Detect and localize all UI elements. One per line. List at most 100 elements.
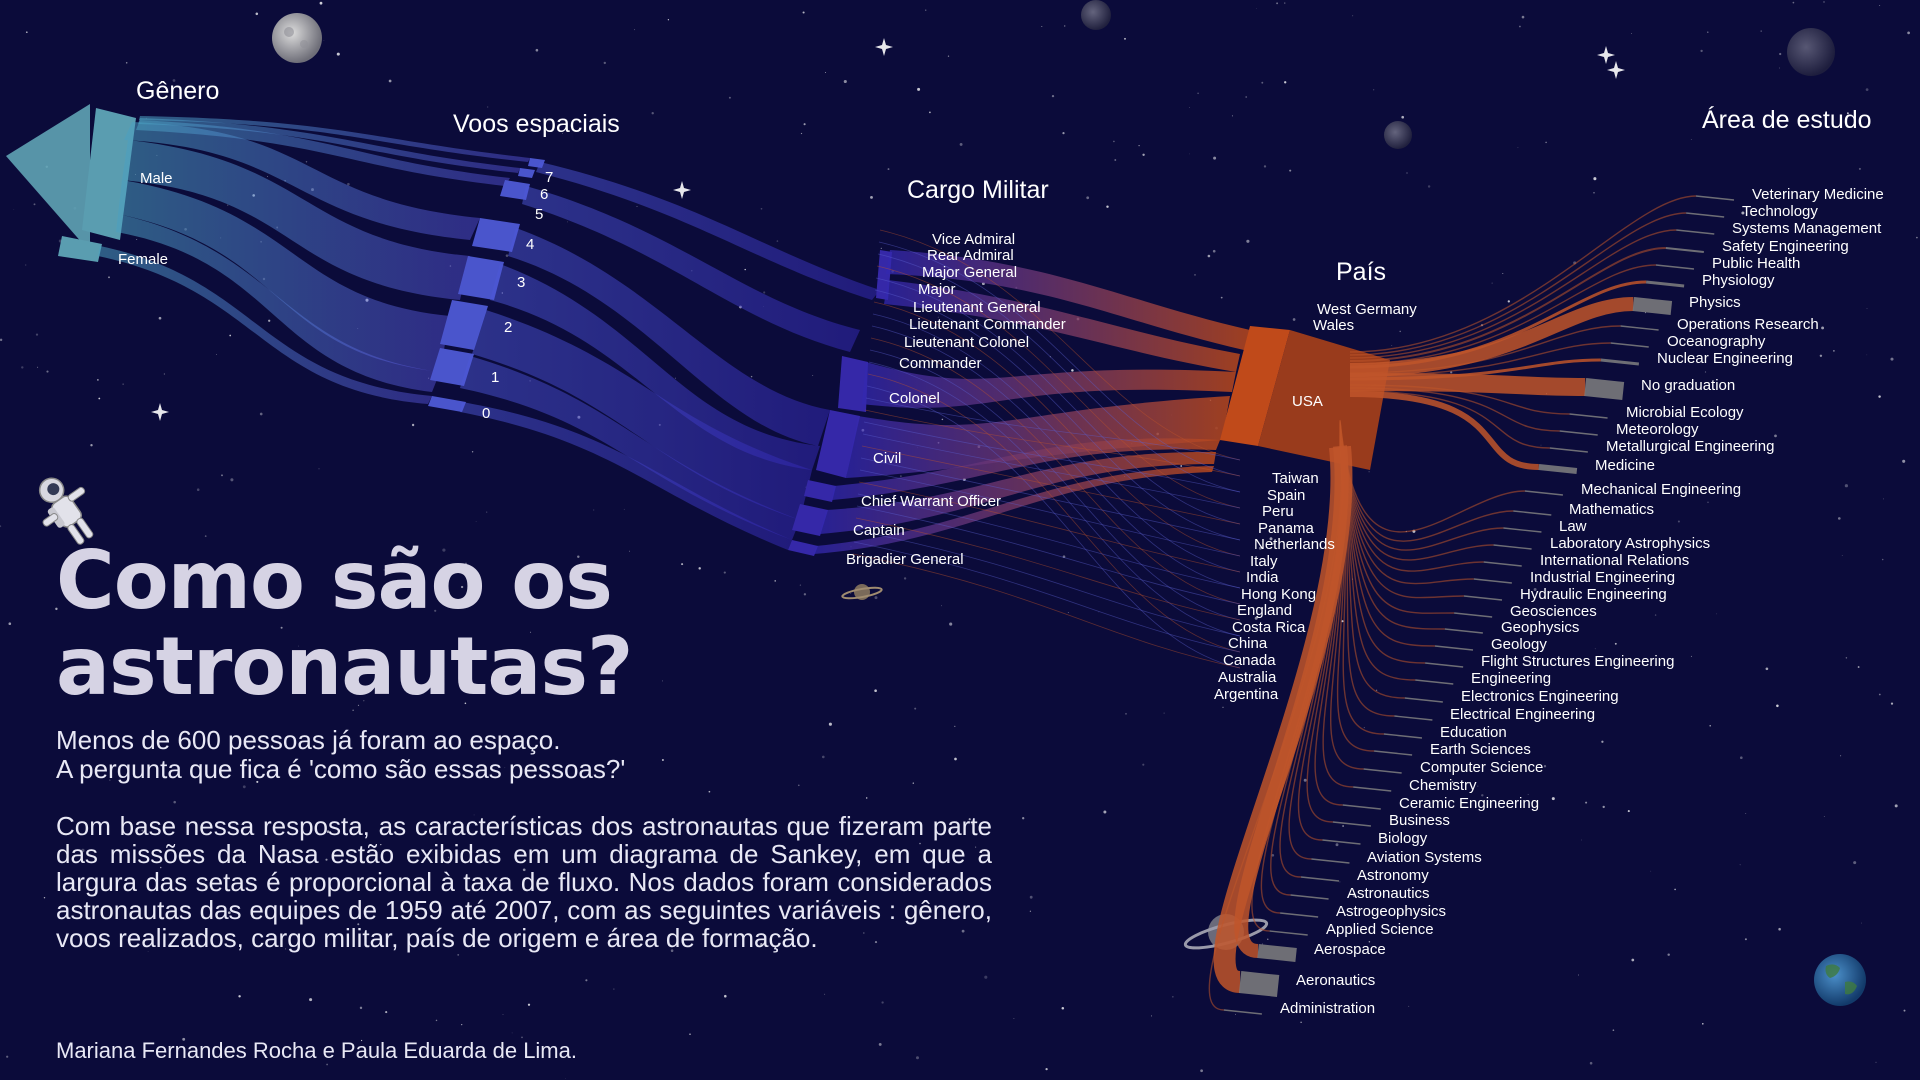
- star-icon: [357, 704, 360, 707]
- country-label: Netherlands: [1254, 536, 1335, 553]
- gender-label-female: Female: [118, 251, 169, 268]
- star-icon: [947, 55, 950, 57]
- star-icon: [841, 904, 844, 907]
- star-icon: [1029, 910, 1032, 912]
- study-area-label: Aviation Systems: [1367, 849, 1482, 866]
- star-icon: [1704, 371, 1707, 373]
- star-icon: [352, 849, 353, 851]
- star-icon: [1707, 31, 1709, 33]
- star-icon: [954, 725, 956, 728]
- star-icon: [1578, 974, 1579, 976]
- star-icon: [1258, 546, 1262, 550]
- star-icon: [1778, 927, 1781, 931]
- study-area-flow-end: [1503, 527, 1542, 533]
- star-icon: [1098, 611, 1100, 613]
- star-icon: [1664, 446, 1667, 449]
- star-icon: [1858, 167, 1861, 170]
- star-icon: [530, 631, 532, 633]
- star-icon: [97, 379, 99, 381]
- star-icon: [163, 373, 165, 375]
- star-icon: [1527, 794, 1529, 795]
- country-label-usa: USA: [1292, 393, 1323, 410]
- study-area-flow-end: [1257, 944, 1297, 962]
- flights-node-0: [428, 396, 466, 412]
- star-icon: [267, 176, 268, 177]
- star-icon: [1702, 1023, 1704, 1025]
- study-area-label: Biology: [1378, 830, 1428, 847]
- flow-line: [869, 349, 1241, 621]
- star-icon: [1690, 139, 1692, 141]
- study-area-label: Engineering: [1471, 670, 1552, 687]
- star-icon: [681, 563, 684, 566]
- flights-node-1: [430, 348, 474, 386]
- flights-label: 3: [517, 274, 526, 291]
- star-icon: [1373, 89, 1375, 91]
- star-icon: [1903, 1009, 1906, 1012]
- star-icon: [1841, 555, 1843, 556]
- star-icon: [326, 1063, 328, 1066]
- star-icon: [215, 353, 217, 355]
- study-area-flow-end: [1223, 1009, 1262, 1015]
- country-label: Panama: [1258, 520, 1314, 537]
- star-icon: [517, 826, 521, 830]
- star-icon: [1601, 740, 1604, 743]
- study-area-label: Aeronautics: [1296, 972, 1376, 989]
- star-icon: [486, 511, 488, 513]
- star-icon: [1062, 132, 1065, 135]
- study-area-flow: [1349, 264, 1656, 365]
- rank-node-brigadier: [788, 540, 818, 556]
- star-icon: [1341, 620, 1344, 623]
- star-icon: [1709, 724, 1711, 727]
- star-icon: [1875, 1061, 1877, 1064]
- country-label: Costa Rica: [1232, 619, 1306, 636]
- star-icon: [1086, 196, 1090, 200]
- star-icon: [971, 823, 973, 825]
- star-icon: [1643, 544, 1646, 547]
- study-area-flow-end: [1483, 561, 1522, 567]
- star-icon: [37, 366, 39, 368]
- star-icon: [1602, 805, 1605, 809]
- star-icon: [1527, 747, 1529, 749]
- star-icon: [280, 626, 283, 629]
- rank-label: Rear Admiral: [927, 247, 1014, 264]
- study-area-flow-end: [1610, 342, 1649, 348]
- star-icon: [318, 468, 320, 470]
- star-icon: [1246, 239, 1250, 243]
- star-icon: [1823, 816, 1825, 818]
- star-icon: [803, 123, 806, 126]
- star-icon: [565, 1078, 566, 1079]
- star-icon: [122, 383, 124, 385]
- gender-label-male: Male: [140, 170, 173, 187]
- star-icon: [689, 1033, 691, 1035]
- star-icon: [1261, 943, 1264, 945]
- flights-label: 5: [535, 206, 544, 223]
- star-icon: [1846, 112, 1849, 115]
- star-icon: [1674, 888, 1676, 891]
- flow-line: [861, 445, 1241, 525]
- study-area-flow-end: [1363, 768, 1402, 774]
- study-area-label: Astronomy: [1357, 867, 1429, 884]
- star-icon: [1821, 326, 1825, 330]
- star-icon: [1597, 46, 1615, 64]
- star-icon: [961, 929, 965, 933]
- star-icon: [881, 1001, 884, 1004]
- flow-line: [877, 253, 1241, 493]
- star-icon: [1375, 689, 1378, 691]
- star-icon: [968, 818, 971, 821]
- star-icon: [1292, 318, 1296, 321]
- star-icon: [196, 488, 200, 491]
- star-icon: [1614, 642, 1617, 645]
- star-icon: [0, 525, 2, 528]
- star-icon: [147, 951, 149, 953]
- study-area-flow-end: [1549, 447, 1588, 453]
- star-icon: [461, 1023, 463, 1026]
- study-area-flow-end: [1632, 297, 1673, 315]
- star-icon: [1844, 484, 1848, 488]
- star-icon: [1739, 864, 1741, 866]
- study-area-flow-end: [1463, 595, 1503, 601]
- star-icon: [1231, 115, 1233, 117]
- flow-line: [858, 481, 1241, 573]
- star-icon: [13, 208, 15, 210]
- study-area-flow-end: [1404, 697, 1443, 703]
- star-icon: [1890, 357, 1894, 361]
